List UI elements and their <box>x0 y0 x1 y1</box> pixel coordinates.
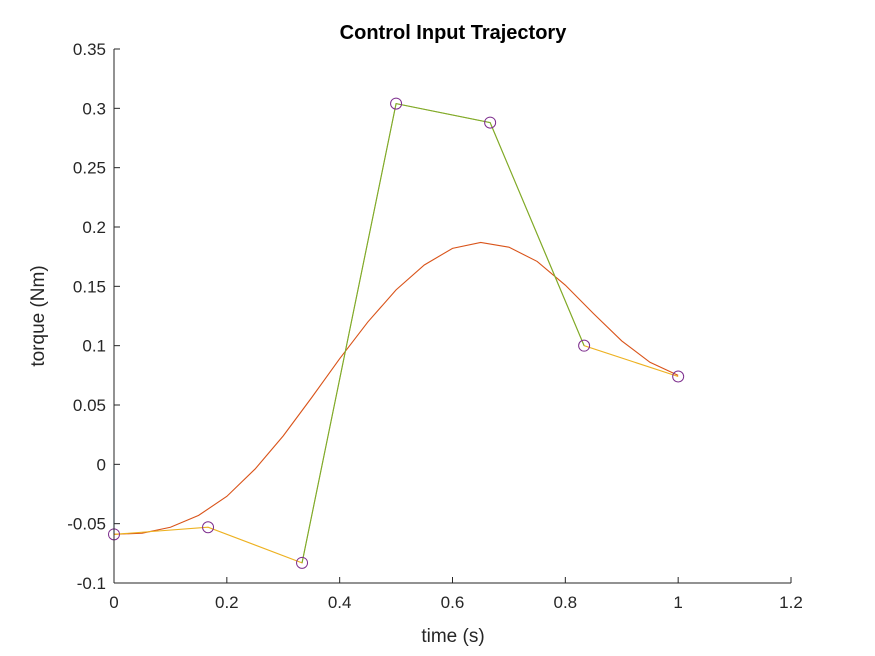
y-tick-label: 0.15 <box>73 277 106 296</box>
y-tick-label: 0.1 <box>82 337 106 356</box>
y-tick-label: -0.05 <box>67 515 106 534</box>
y-tick-label: 0.35 <box>73 40 106 59</box>
x-tick-label: 0.8 <box>554 593 578 612</box>
plot-area: 0 0.2 0.4 0.6 0.8 1 1.2 -0.1 -0.05 0 0.05 0.1 0.15 0.… <box>67 40 803 612</box>
tick-labels: 0 0.2 0.4 0.6 0.8 1 1.2 -0.1 -0.05 0 0.05 0.1 0.15 0.… <box>67 40 803 612</box>
series-4-marker <box>202 521 215 534</box>
y-tick-label: 0.2 <box>82 218 106 237</box>
x-tick-label: 1 <box>673 593 682 612</box>
series-4-marker <box>484 116 497 129</box>
x-tick-label: 0 <box>109 593 118 612</box>
series-1-line <box>113 241 679 535</box>
y-tick-label: 0.3 <box>82 99 106 118</box>
series-4-marker <box>296 556 309 569</box>
axes-layer <box>113 48 792 584</box>
series-3-line <box>301 102 585 563</box>
series-4-marker <box>672 370 685 383</box>
x-tick-label: 1.2 <box>779 593 803 612</box>
x-tick-label: 0.4 <box>328 593 352 612</box>
x-tick-label: 0.2 <box>215 593 239 612</box>
y-tick-label: 0 <box>97 455 106 474</box>
x-tick-label: 0.6 <box>441 593 465 612</box>
y-tick-label: 0.25 <box>73 159 106 178</box>
series-4-marker <box>390 97 403 110</box>
y-axis-label: torque (Nm) <box>28 265 49 366</box>
y-tick-label: 0.05 <box>73 396 106 415</box>
y-tick-label: -0.1 <box>77 574 106 593</box>
x-axis-label: time (s) <box>421 626 484 647</box>
chart-title: Control Input Trajectory <box>340 22 568 44</box>
series-4-marker <box>578 339 591 352</box>
